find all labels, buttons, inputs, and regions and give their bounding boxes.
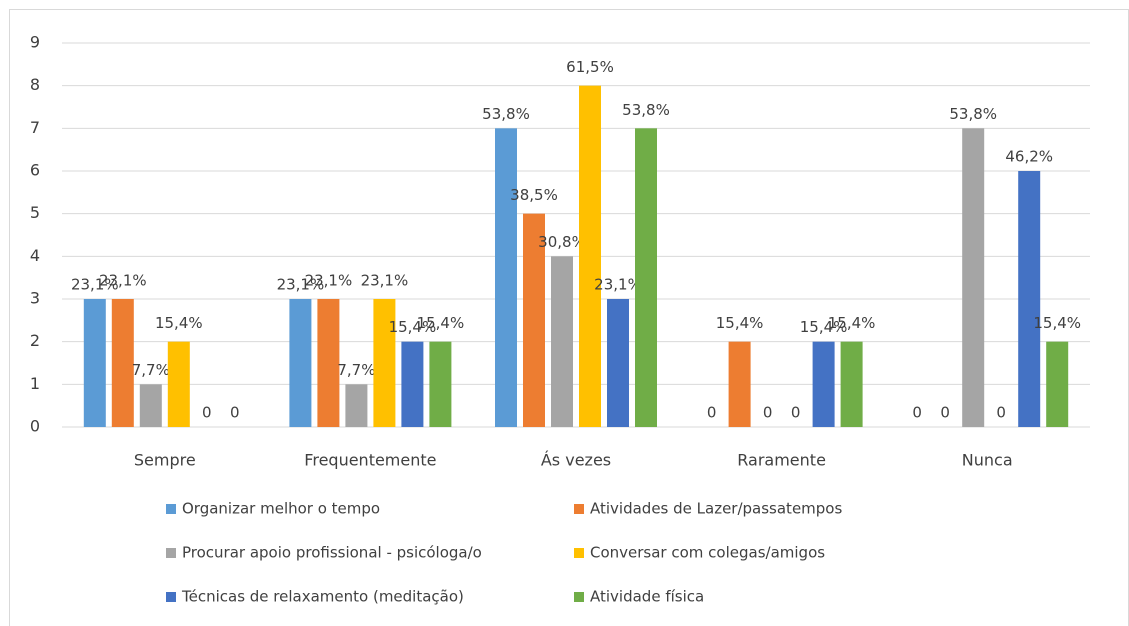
y-tick-label: 8 [30,75,40,94]
bar [1046,341,1069,427]
data-label: 23,1% [594,276,642,294]
y-tick-label: 3 [30,289,40,308]
legend-label: Atividades de Lazer/passatempos [590,500,842,518]
legend-label: Conversar com colegas/amigos [590,544,825,562]
bar [812,341,835,427]
legend-swatch [166,504,176,514]
data-label: 53,8% [622,101,670,119]
bar [962,128,985,428]
bar [635,128,657,428]
legend-label: Técnicas de relaxamento (meditação) [181,588,464,606]
data-label: 0 [202,404,212,422]
data-label: 15,4% [716,314,764,332]
bar [111,299,134,427]
bar [373,299,396,427]
data-label: 0 [996,404,1006,422]
legend-swatch [166,548,176,558]
bar [495,128,517,428]
bar [83,299,106,427]
data-label: 7,7% [132,361,170,379]
data-label: 15,4% [155,314,203,332]
data-label: 23,1% [305,272,353,290]
data-label: 53,8% [482,105,530,123]
x-tick-label: Raramente [737,451,826,470]
bar [579,85,601,428]
legend-swatch [574,592,584,602]
x-tick-label: Nunca [962,451,1013,470]
bar [289,299,312,427]
bar [345,384,368,427]
bar [551,256,573,427]
y-tick-label: 9 [30,33,40,52]
data-label: 30,8% [538,233,586,251]
data-label: 15,4% [1033,314,1081,332]
data-label: 0 [791,404,801,422]
data-label: 0 [940,404,950,422]
bar [429,341,452,427]
data-label: 46,2% [1005,148,1053,166]
bar [840,341,863,427]
data-label: 0 [230,404,240,422]
data-label: 23,1% [361,272,409,290]
legend-label: Organizar melhor o tempo [182,500,380,518]
data-label: 7,7% [337,361,375,379]
bar [317,299,340,427]
data-label: 15,4% [800,318,848,336]
legend-label: Procurar apoio profissional - psicóloga/… [182,544,482,562]
legend-label: Atividade física [590,588,704,606]
legend-swatch [166,592,176,602]
bar [607,299,629,427]
data-label: 53,8% [949,105,997,123]
x-tick-label: Sempre [134,451,196,470]
y-tick-label: 7 [30,118,40,137]
y-tick-label: 2 [30,331,40,350]
x-tick-label: Frequentemente [304,451,436,470]
bar [401,341,424,427]
y-tick-label: 1 [30,374,40,393]
y-tick-label: 0 [30,417,40,436]
y-tick-label: 5 [30,203,40,222]
data-label: 15,4% [389,318,437,336]
bar [1018,171,1041,427]
bar [728,341,751,427]
y-tick-label: 4 [30,246,40,265]
data-label: 23,1% [99,272,147,290]
bar [167,341,190,427]
data-label: 0 [912,404,922,422]
data-label: 23,1% [277,276,325,294]
data-label: 38,5% [510,186,558,204]
data-label: 23,1% [71,276,119,294]
legend-swatch [574,548,584,558]
data-label: 0 [707,404,717,422]
bar [523,213,545,427]
data-label: 15,4% [417,314,465,332]
data-label: 15,4% [828,314,876,332]
y-tick-label: 6 [30,161,40,180]
legend-swatch [574,504,584,514]
data-label: 0 [763,404,773,422]
bar [139,384,162,427]
x-tick-label: Ás vezes [541,451,611,470]
data-label: 61,5% [566,58,614,76]
